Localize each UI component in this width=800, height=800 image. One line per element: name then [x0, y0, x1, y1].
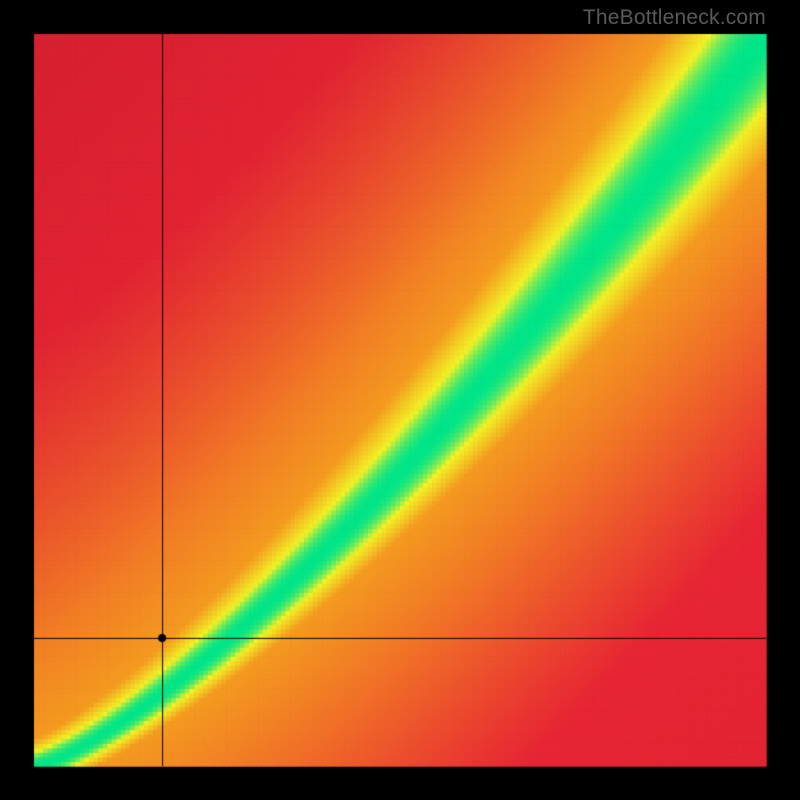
heatmap-canvas — [0, 0, 800, 800]
outer-container: TheBottleneck.com — [0, 0, 800, 800]
watermark-text: TheBottleneck.com — [583, 6, 766, 30]
